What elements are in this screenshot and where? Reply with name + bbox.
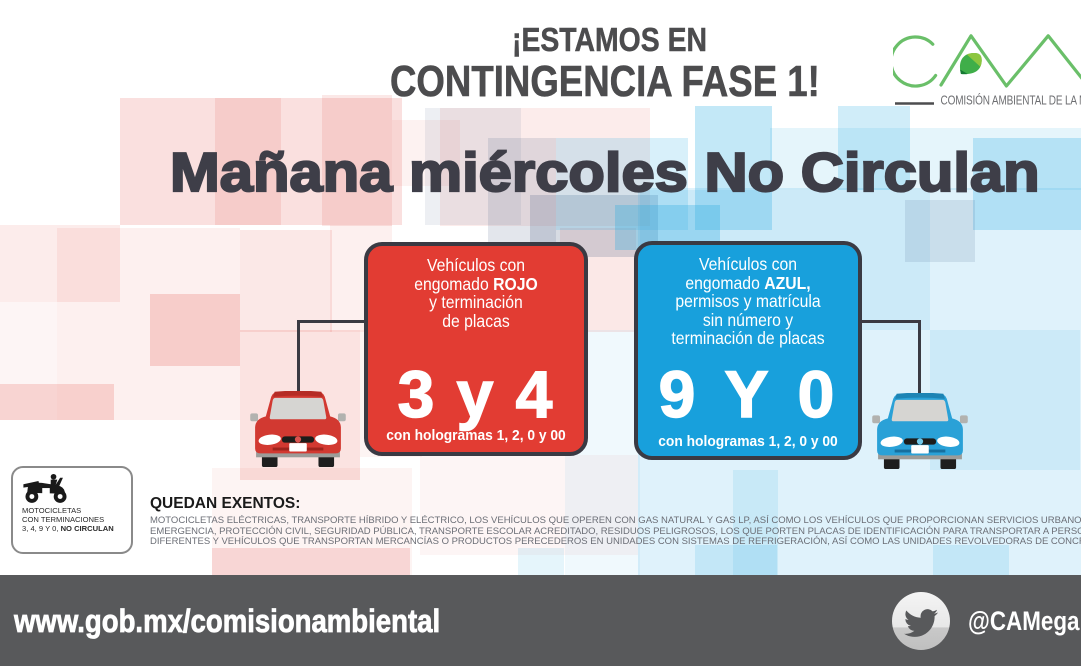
svg-text:COMISIÓN AMBIENTAL DE LA MEGAL: COMISIÓN AMBIENTAL DE LA MEGALÓPOLIS bbox=[941, 93, 1081, 108]
